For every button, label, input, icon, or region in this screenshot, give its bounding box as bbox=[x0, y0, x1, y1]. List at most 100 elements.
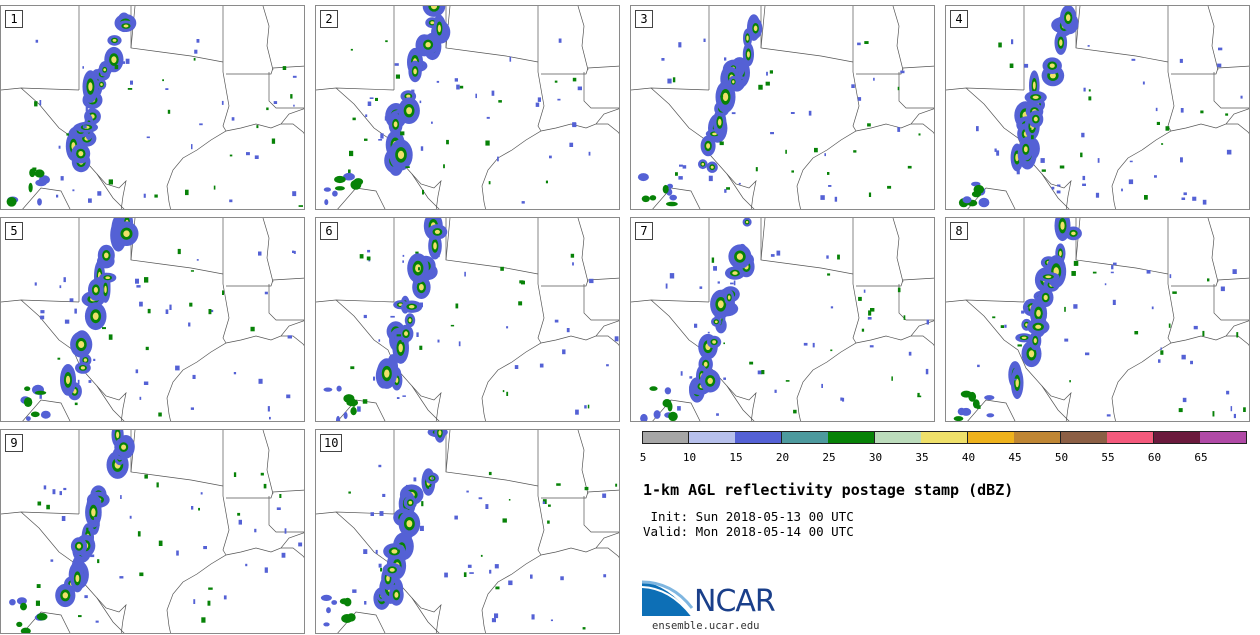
storm-cell bbox=[369, 97, 374, 99]
storm-cell bbox=[267, 406, 270, 412]
map-boundary bbox=[166, 532, 304, 633]
storm-cell bbox=[436, 80, 440, 83]
storm-cell bbox=[992, 316, 996, 319]
storm-cell bbox=[1028, 350, 1035, 358]
storm-cell bbox=[897, 86, 900, 91]
map-boundary bbox=[481, 320, 619, 421]
storm-cell bbox=[120, 495, 122, 499]
storm-cell bbox=[891, 376, 893, 381]
map-boundary bbox=[946, 299, 1025, 303]
storm-cell bbox=[732, 271, 738, 275]
storm-cell bbox=[393, 121, 398, 128]
storm-cell bbox=[1071, 231, 1076, 236]
storm-cell bbox=[419, 345, 423, 350]
storm-cell bbox=[34, 101, 38, 107]
member-panel: 3 bbox=[630, 5, 935, 210]
storm-cell bbox=[727, 295, 731, 300]
storm-cell bbox=[129, 515, 132, 519]
storm-cell bbox=[190, 407, 194, 410]
storm-cell bbox=[382, 493, 386, 497]
storm-cell bbox=[375, 97, 378, 101]
storm-cell bbox=[431, 6, 437, 10]
storm-cell bbox=[250, 326, 255, 332]
storm-cell bbox=[61, 516, 66, 521]
storm-cell bbox=[125, 58, 130, 64]
storm-cell bbox=[1192, 196, 1197, 201]
storm-cell bbox=[1097, 158, 1100, 163]
storm-cell bbox=[193, 599, 196, 604]
map-boundary bbox=[1041, 385, 1072, 421]
storm-cell bbox=[97, 191, 102, 196]
storm-cell bbox=[1049, 72, 1056, 79]
colorbar-tick-label: 55 bbox=[1101, 451, 1115, 464]
storm-cell bbox=[401, 339, 405, 343]
storm-cell bbox=[196, 39, 200, 43]
storm-cell bbox=[827, 172, 830, 175]
map-boundary bbox=[96, 385, 127, 421]
member-panel: 6 bbox=[315, 217, 620, 422]
storm-cell bbox=[144, 474, 148, 479]
storm-cell bbox=[699, 286, 703, 289]
storm-cell bbox=[864, 41, 869, 44]
storm-cell bbox=[1024, 306, 1029, 312]
storm-cell bbox=[406, 94, 411, 98]
storm-cell bbox=[1043, 294, 1048, 301]
storm-cell bbox=[418, 267, 421, 271]
storm-cell bbox=[104, 285, 107, 293]
storm-cell bbox=[34, 169, 45, 178]
storm-cell bbox=[766, 71, 768, 76]
storm-cell bbox=[59, 491, 62, 496]
storm-cell bbox=[334, 186, 345, 191]
storm-cell bbox=[357, 406, 361, 412]
storm-cell bbox=[111, 56, 117, 63]
storm-cell bbox=[588, 151, 591, 156]
storm-cell bbox=[1169, 274, 1172, 279]
map-boundary bbox=[726, 385, 757, 421]
map-boundary bbox=[892, 218, 904, 283]
storm-cell bbox=[485, 140, 490, 146]
storm-cell bbox=[666, 201, 678, 207]
member-panel: 5 bbox=[0, 217, 305, 422]
storm-cell bbox=[397, 545, 402, 550]
map-boundary bbox=[967, 187, 1016, 209]
storm-cell bbox=[1226, 390, 1230, 395]
storm-cell bbox=[1059, 39, 1063, 46]
storm-cell bbox=[562, 349, 566, 355]
storm-cell bbox=[480, 554, 483, 557]
storm-cell bbox=[1183, 192, 1187, 196]
storm-cell bbox=[738, 182, 741, 185]
storm-cell bbox=[139, 572, 144, 577]
storm-cell bbox=[293, 104, 295, 107]
storm-cell bbox=[122, 61, 125, 64]
storm-cell bbox=[398, 343, 403, 353]
storm-cell bbox=[1033, 338, 1037, 344]
storm-cell bbox=[925, 368, 929, 375]
storm-cell bbox=[292, 191, 297, 197]
storm-cell bbox=[539, 363, 544, 368]
storm-cell bbox=[394, 63, 399, 66]
storm-cell bbox=[908, 351, 912, 356]
storm-cell bbox=[264, 291, 268, 295]
map-boundary bbox=[222, 218, 230, 344]
member-number-label: 10 bbox=[320, 434, 343, 452]
storm-cell bbox=[1064, 338, 1069, 342]
storm-cell bbox=[229, 199, 233, 203]
storm-cell bbox=[400, 131, 405, 136]
storm-cell bbox=[897, 127, 901, 132]
storm-cell bbox=[1161, 143, 1164, 145]
map-boundary bbox=[281, 547, 304, 558]
map-boundary bbox=[583, 284, 619, 321]
storm-cell bbox=[35, 600, 40, 606]
storm-cell bbox=[506, 391, 509, 396]
storm-cell bbox=[556, 483, 561, 486]
storm-cell bbox=[572, 77, 577, 82]
storm-cell bbox=[429, 487, 431, 491]
storm-cell bbox=[720, 95, 724, 98]
storm-cell bbox=[824, 153, 826, 157]
colorbar-tick-label: 10 bbox=[682, 451, 697, 464]
storm-cell bbox=[425, 42, 431, 48]
storm-cell bbox=[352, 589, 357, 593]
storm-cell bbox=[380, 133, 384, 139]
storm-cell bbox=[1056, 190, 1061, 194]
storm-cell bbox=[343, 394, 355, 403]
